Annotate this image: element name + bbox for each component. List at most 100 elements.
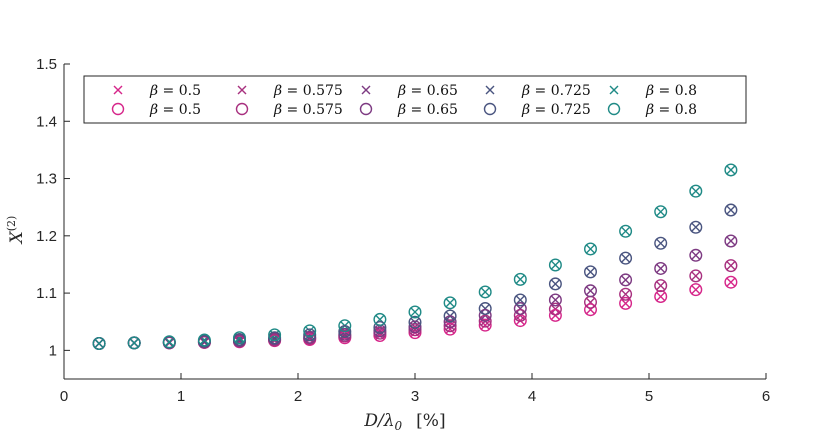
y-tick-label: 1: [49, 342, 57, 359]
legend-entry-label: β = 0.5: [149, 102, 201, 118]
series-o-0_8: [92, 163, 738, 350]
circle-marker-point: [408, 305, 422, 319]
circle-marker-point: [513, 302, 527, 316]
circle-marker-point: [373, 320, 387, 334]
circle-marker-point: [689, 269, 703, 283]
legend-circle-marker: [483, 102, 497, 116]
x-marker-point: [445, 321, 455, 331]
x-marker-point: [164, 337, 174, 347]
y-tick-label: 1.2: [36, 228, 57, 245]
circle-marker-point: [584, 284, 598, 298]
y-tick-label: 1.3: [36, 171, 57, 188]
legend-x-marker: [237, 85, 247, 95]
x-marker-point: [656, 280, 666, 291]
circle-marker-point: [478, 318, 492, 332]
legend-circle-marker: [607, 102, 621, 116]
legend-entry-label: β = 0.725: [521, 83, 591, 99]
circle-marker-point: [338, 324, 352, 338]
axis-labels: D/λ0 [%] X(2): [5, 216, 446, 433]
x-marker-point: [585, 267, 596, 277]
x-tick-label: 3: [411, 388, 419, 405]
x-marker-point: [550, 260, 561, 270]
circle-marker-point: [373, 312, 387, 326]
series-o-0_65: [92, 234, 738, 350]
x-marker-point: [726, 205, 736, 215]
circle-marker-point: [92, 336, 106, 350]
circle-marker-point: [654, 236, 668, 250]
x-marker-point: [726, 260, 736, 271]
x-marker-point: [620, 253, 631, 263]
circle-marker-point: [478, 302, 492, 316]
circle-marker-point: [654, 290, 668, 304]
circle-marker-point: [548, 302, 562, 316]
circle-marker-point: [338, 319, 352, 333]
series-o-0_575: [92, 259, 738, 350]
x-marker-point: [410, 307, 420, 317]
circle-marker-point: [127, 336, 141, 350]
legend-entry-label: β = 0.725: [521, 102, 591, 118]
circle-marker-point: [689, 248, 703, 262]
circle-marker-point: [619, 296, 633, 310]
circle-marker-point: [443, 309, 457, 323]
x-marker-point: [620, 226, 631, 236]
x-marker-point: [445, 298, 455, 308]
circle-marker-point: [197, 333, 211, 347]
circle-marker-point: [478, 285, 492, 299]
x-marker-point: [94, 338, 104, 349]
legend-x-marker: [609, 85, 619, 95]
series-o-0_725: [92, 203, 738, 350]
circle-marker-point: [548, 277, 562, 291]
x-tick-label: 4: [528, 388, 536, 405]
x-marker-point: [550, 279, 561, 289]
circle-marker-point: [724, 275, 738, 289]
circle-marker-point: [408, 320, 422, 334]
x-tick-label: 1: [177, 388, 185, 405]
legend-entry-label: β = 0.65: [397, 102, 458, 118]
x-marker-point: [726, 277, 736, 287]
circle-marker-point: [654, 261, 668, 275]
legend-entry-label: β = 0.575: [273, 83, 343, 99]
x-tick-label: 5: [645, 388, 653, 405]
x-tick-label: 0: [60, 388, 68, 405]
x-marker-point: [656, 207, 666, 217]
x-tick-label: 2: [294, 388, 302, 405]
legend: β = 0.5 β = 0.575 β = 0.65 β = 0.725 β = 0.8…: [83, 75, 747, 124]
x-marker-point: [585, 286, 596, 296]
circle-marker-point: [303, 324, 317, 338]
x-marker-point: [480, 287, 490, 297]
circle-marker-point: [303, 328, 317, 342]
circle-marker-point: [689, 184, 703, 198]
circle-marker-point: [619, 224, 633, 238]
x-marker-point: [691, 222, 701, 232]
x-marker-point: [199, 336, 210, 346]
y-tick-label: 1.1: [36, 285, 57, 302]
circle-marker-point: [654, 279, 668, 293]
x-marker-point: [691, 284, 701, 295]
circle-marker-point: [724, 203, 738, 217]
circle-marker-point: [232, 331, 246, 345]
x-marker-point: [480, 320, 490, 330]
data-points: [92, 163, 738, 350]
legend-circle-marker: [235, 102, 249, 116]
x-marker-point: [691, 250, 701, 260]
x-marker-point: [129, 338, 139, 348]
x-tick-label: 6: [762, 388, 770, 405]
circle-marker-point: [724, 163, 738, 177]
y-tick-label: 1.4: [36, 113, 57, 130]
circle-marker-point: [724, 234, 738, 248]
legend-x-marker: [113, 85, 123, 95]
x-marker-point: [620, 298, 631, 309]
axes: 0 1 2 3 4 5 6 1 1.1 1.2 1.3 1.4 1.5: [36, 56, 770, 405]
x-marker-point: [550, 295, 561, 305]
circle-marker-point: [408, 315, 422, 329]
y-axis-label: X(2): [5, 216, 27, 246]
legend-entry-label: β = 0.65: [397, 83, 458, 99]
circle-marker-point: [513, 308, 527, 322]
circle-marker-point: [443, 296, 457, 310]
x-marker-point: [691, 271, 701, 281]
circle-marker-point: [584, 303, 598, 317]
circle-marker-point: [162, 335, 176, 349]
circle-marker-point: [443, 315, 457, 329]
circle-marker-point: [724, 259, 738, 273]
